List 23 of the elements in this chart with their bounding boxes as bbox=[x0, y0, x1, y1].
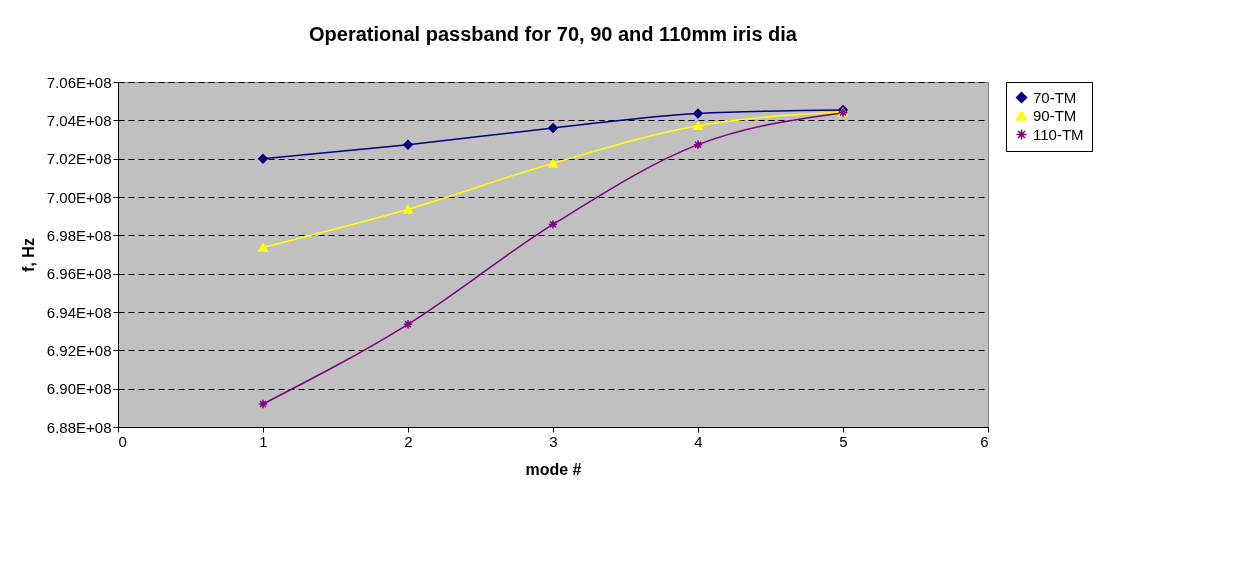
x-tick-label: 2 bbox=[404, 432, 413, 450]
y-tick-label: 6.90E+08 bbox=[46, 380, 112, 398]
y-tick-label: 6.88E+08 bbox=[46, 418, 112, 436]
x-tick-label: 5 bbox=[839, 432, 848, 450]
x-axis-title: mode # bbox=[525, 460, 582, 478]
y-tick-label: 7.04E+08 bbox=[46, 111, 112, 129]
x-tick-label: 1 bbox=[259, 432, 268, 450]
legend-label: 90-TM bbox=[1033, 106, 1077, 124]
y-tick-label: 6.98E+08 bbox=[46, 226, 112, 244]
legend-label: 110-TM bbox=[1033, 125, 1084, 143]
y-tick-label: 7.02E+08 bbox=[46, 150, 112, 168]
y-tick-label: 6.94E+08 bbox=[46, 303, 112, 321]
chart-title: Operational passband for 70, 90 and 110mm iris dia bbox=[309, 23, 798, 45]
legend-label: 70-TM bbox=[1033, 88, 1077, 106]
y-tick-label: 6.96E+08 bbox=[46, 265, 112, 283]
y-axis-title: f, Hz bbox=[19, 238, 37, 272]
x-tick-label: 3 bbox=[549, 432, 558, 450]
y-tick-label: 7.00E+08 bbox=[46, 188, 112, 206]
x-tick-label: 4 bbox=[694, 432, 703, 450]
y-tick-label: 7.06E+08 bbox=[46, 73, 112, 91]
x-tick-label: 6 bbox=[980, 432, 989, 450]
x-tick-label: 0 bbox=[118, 432, 127, 450]
y-tick-label: 6.92E+08 bbox=[46, 341, 112, 359]
